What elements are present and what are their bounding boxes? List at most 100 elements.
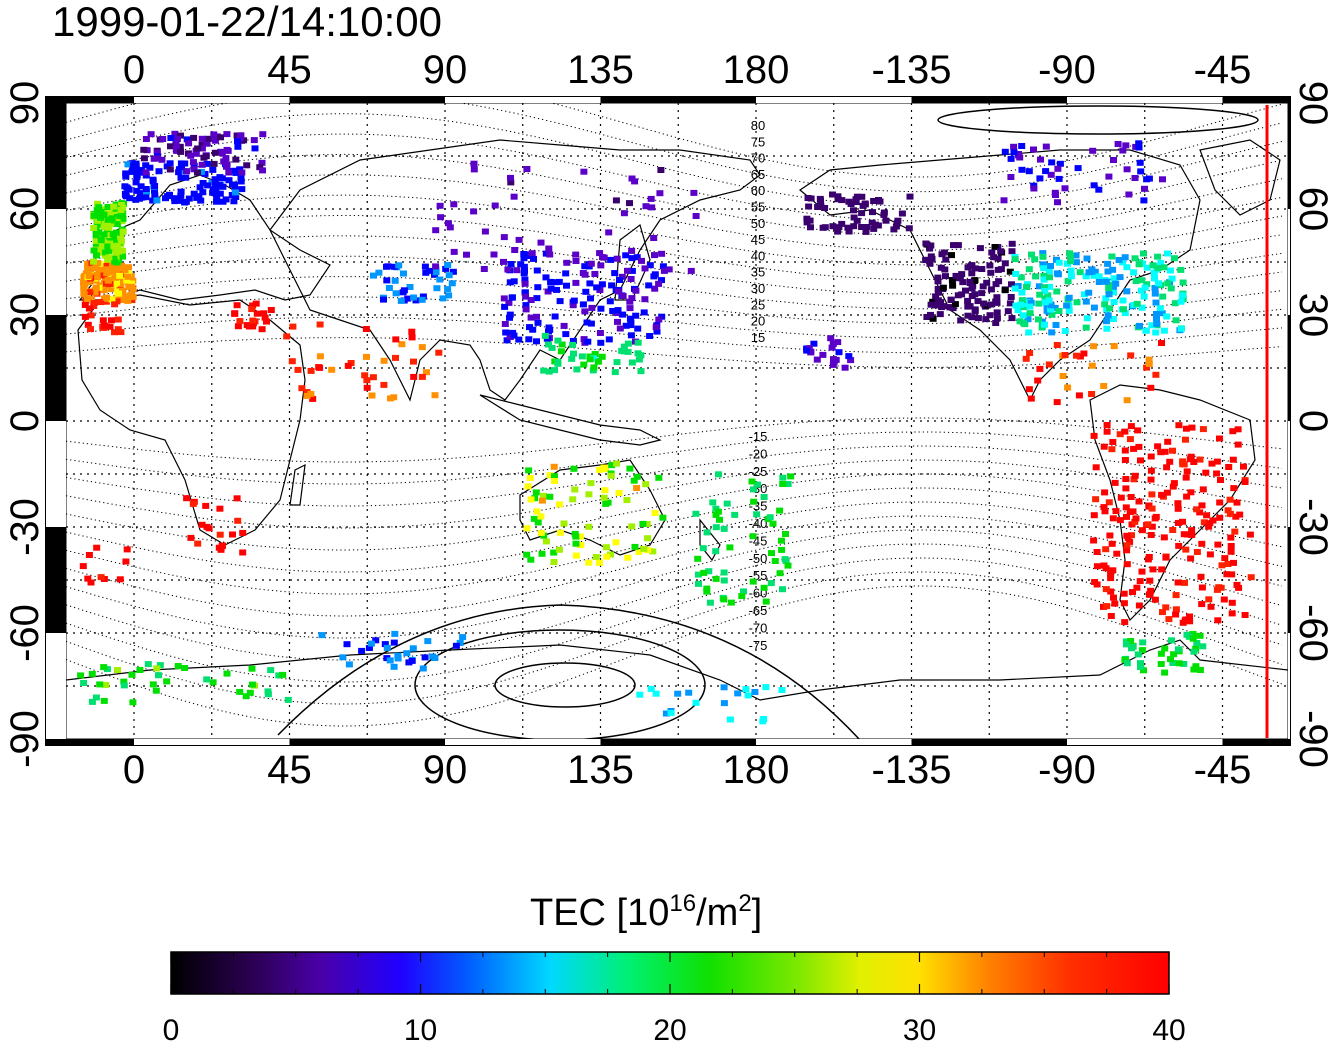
tec-point [655,316,663,323]
tec-point [1161,669,1169,676]
tec-point [829,191,836,198]
tec-point [432,269,440,276]
tec-point [923,256,931,263]
tec-point [964,297,972,304]
tec-point [1048,159,1056,166]
tec-point [766,514,774,521]
tec-point [1208,460,1216,467]
tec-point [149,681,157,688]
tec-point [948,277,956,283]
tec-point [898,210,906,217]
tec-point [626,465,634,472]
tec-point [419,665,427,672]
tec-point [1186,618,1194,625]
tec-point [176,197,184,204]
tec-point [1100,443,1108,450]
tec-point [1076,269,1084,276]
tec-point [365,645,373,651]
tec-point [523,525,531,532]
lat-label-right: -90 [1291,710,1335,768]
tec-point [517,261,525,268]
tec-point [845,353,853,360]
tec-point [660,267,668,274]
tec-point [643,521,651,527]
tec-point [534,319,542,326]
tec-point [217,134,224,141]
tec-point [569,496,577,503]
tec-point [1162,554,1170,561]
tec-point [140,146,148,153]
longitude-labels-bottom: 0 45 90 135 180 -135 -90 -45 [123,748,1252,792]
tec-point [490,251,498,258]
tec-point [805,203,813,210]
tec-point [1138,304,1146,311]
tec-point [190,134,198,141]
tec-point [153,149,161,156]
tec-point [950,242,957,249]
tec-point [1132,515,1140,522]
tec-point [190,190,198,197]
tec-point [1130,476,1138,483]
tec-point [1160,534,1168,541]
tec-point [1083,315,1091,322]
tec-point [715,471,722,478]
tec-point [122,193,130,200]
tec-point [1110,275,1118,282]
tec-point [1234,426,1242,433]
tec-point [199,189,207,196]
tec-point [526,475,534,481]
tec-point [538,550,546,557]
tec-point [216,505,224,512]
tec-point [858,224,866,230]
tec-point [1150,269,1158,276]
tec-point [934,289,942,296]
tec-point [506,314,513,321]
tec-point [546,472,554,479]
tec-point [607,256,615,263]
tec-point [1073,299,1081,306]
tec-point [90,247,98,254]
tec-point [1041,299,1049,306]
tec-point [1163,464,1171,471]
tec-point [504,266,512,273]
tec-point [923,314,931,320]
contour-label: -50 [749,551,768,566]
tec-point [106,281,114,288]
tec-point [874,222,882,229]
tec-point [938,251,946,258]
tec-point [611,369,619,376]
tec-point [1135,140,1143,147]
tec-point [1155,280,1162,287]
tec-point [1109,316,1117,322]
lon-label-top: 135 [567,48,634,92]
tec-point [577,542,585,549]
tec-point [284,696,292,703]
tec-point [264,691,272,698]
tec-point [706,599,714,606]
tec-point [1037,156,1044,163]
tec-point [155,672,162,679]
tec-point [585,559,593,566]
tec-point [190,166,198,173]
tec-point [954,292,962,299]
tec-point [942,273,949,280]
tec-point [491,202,499,209]
tec-point [527,496,535,503]
tec-point [638,257,645,264]
tec-point [1115,257,1123,263]
tec-point [252,300,260,307]
tec-point [202,153,210,160]
tec-point [279,671,287,678]
tec-point [847,357,855,364]
tec-point [1123,264,1131,271]
colorbar-tick-label: 40 [1152,1014,1185,1042]
tec-point [1054,199,1061,206]
lon-label-bottom: -45 [1194,748,1252,792]
tec-point [1148,322,1156,329]
tec-point [626,298,634,305]
tec-point [328,366,336,373]
tec-point [154,155,162,162]
tec-point [110,243,118,250]
tec-point [1154,443,1162,450]
